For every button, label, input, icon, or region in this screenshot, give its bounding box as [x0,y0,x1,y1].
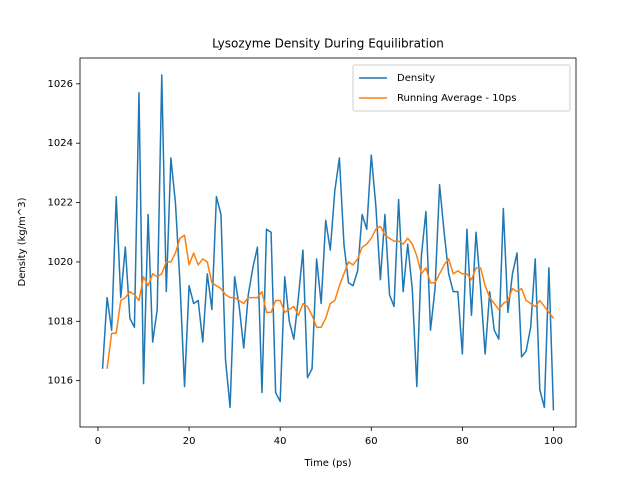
x-tick-label: 0 [95,436,101,447]
y-tick-label: 1026 [48,79,73,90]
y-tick-label: 1016 [48,376,73,387]
y-tick-label: 1022 [48,198,73,209]
line-series [101,74,555,411]
legend-label: Density [397,73,435,84]
legend-box [352,64,571,112]
legend-label: Running Average - 10ps [397,93,516,104]
x-tick-label: 100 [544,436,563,447]
plot-frame [79,57,577,428]
y-axis-label: Density (kg/m^3) [17,197,28,286]
x-tick-label: 60 [365,436,378,447]
y-tick-label: 1020 [48,257,73,268]
x-tick-label: 80 [456,436,469,447]
x-tick-label: 20 [183,436,196,447]
chart-title: Lysozyme Density During Equilibration [212,37,444,51]
x-axis-label: Time (ps) [303,458,351,469]
y-tick-label: 1024 [48,138,73,149]
line-series [106,225,555,369]
x-tick-label: 40 [274,436,287,447]
y-tick-label: 1018 [48,316,73,327]
